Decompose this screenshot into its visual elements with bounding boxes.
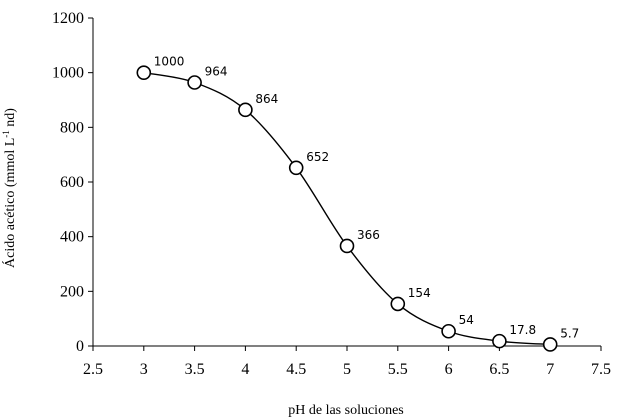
x-tick-label: 3: [140, 361, 148, 378]
data-label: 964: [205, 65, 228, 79]
y-tick-label: 1000: [52, 65, 84, 82]
data-label: 154: [408, 286, 431, 300]
y-axis-title-superscript: -1: [1, 130, 11, 138]
data-point-marker: [136, 65, 152, 80]
x-tick-label: 3.5: [185, 361, 205, 378]
data-point-marker: [187, 75, 202, 90]
data-label: 652: [306, 150, 329, 164]
data-point-marker: [390, 296, 406, 312]
data-point-marker: [441, 323, 456, 339]
y-tick-label: 800: [60, 119, 84, 136]
x-tick-label: 2.5: [83, 361, 103, 378]
data-point-marker: [542, 337, 558, 352]
data-point-marker: [492, 333, 507, 349]
x-tick-label: 4.5: [286, 361, 306, 378]
x-axis-ticks: 2.5 3 3.5 4 4.5 5 5.5 6 6.5 7 7.5: [83, 346, 611, 378]
x-tick-label: 5.5: [388, 361, 408, 378]
x-tick-label: 7.5: [591, 361, 611, 378]
data-point-marker: [339, 238, 355, 254]
y-axis-title-suffix: nd): [3, 108, 18, 131]
y-tick-label: 600: [60, 174, 84, 191]
y-axis-title: Ácido acético (mmol L-1 nd): [1, 108, 18, 268]
data-point-marker: [288, 160, 304, 176]
data-label: 1000: [154, 55, 185, 69]
y-tick-label: 400: [60, 229, 84, 246]
data-label: 864: [255, 92, 278, 106]
data-point-marker: [238, 102, 253, 118]
x-tick-label: 6: [445, 361, 453, 378]
y-tick-label: 0: [76, 338, 84, 355]
series-line: [143, 71, 551, 346]
x-tick-label: 7: [546, 361, 554, 378]
data-label: 5.7: [560, 326, 579, 340]
data-labels: 1000 964 864 652 366 154 54 17.8 5.7: [154, 55, 579, 341]
x-tick-label: 4: [241, 361, 249, 378]
y-tick-label: 200: [60, 283, 84, 300]
series-group: [136, 65, 558, 352]
x-tick-label: 5: [343, 361, 351, 378]
x-tick-label: 6.5: [489, 361, 509, 378]
data-label: 366: [357, 228, 380, 242]
y-tick-label: 1200: [52, 10, 84, 27]
data-label: 54: [459, 313, 474, 327]
data-label: 17.8: [509, 323, 536, 337]
y-axis-ticks: 0 200 400 600 800 1000 1200: [52, 10, 93, 355]
x-axis-title: pH de las soluciones: [288, 403, 403, 418]
y-axis-title-main: Ácido acético (mmol L: [1, 138, 18, 268]
